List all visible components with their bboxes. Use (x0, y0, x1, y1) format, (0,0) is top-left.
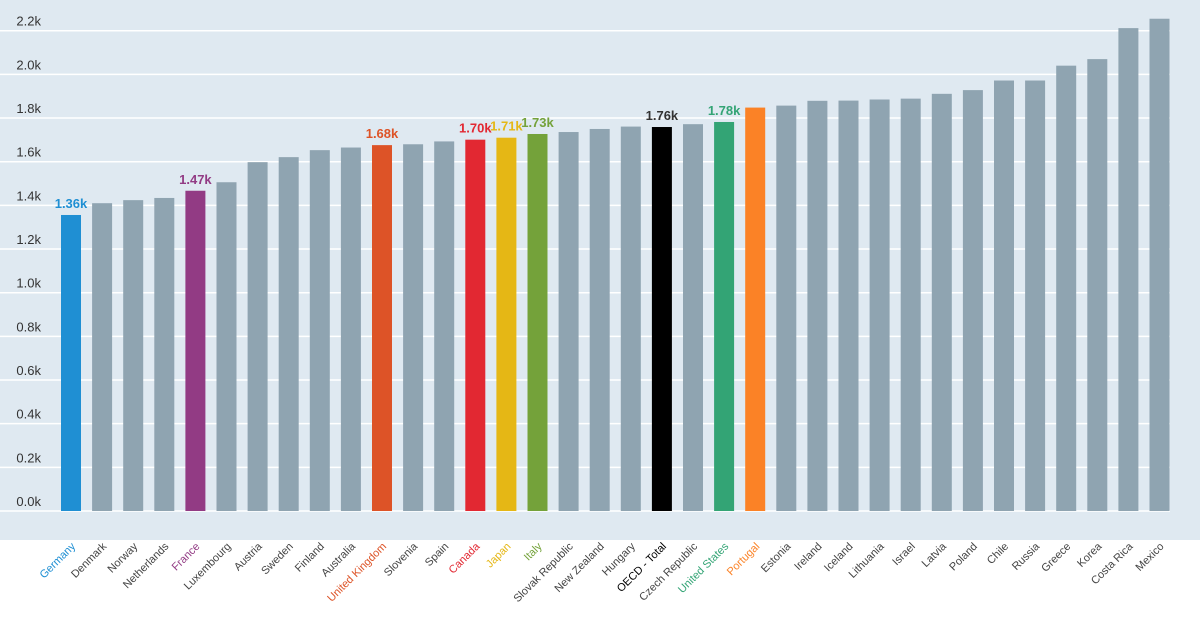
y-tick-label: 0.8k (16, 319, 41, 334)
x-tick-label: Canada (447, 540, 483, 576)
y-tick-label: 1.6k (16, 145, 41, 160)
bar-sweden (278, 157, 299, 512)
x-tick-label: Estonia (759, 540, 794, 575)
x-tick-label: Russia (1010, 540, 1043, 573)
x-tick-label: Portugal (725, 541, 762, 578)
data-label: 1.73k (521, 115, 554, 130)
bar-russia (1025, 80, 1046, 512)
bar-greece (1056, 65, 1077, 511)
y-axis-tick-labels: 0.0k 0.2k 0.4k 0.6k 0.8k 1.0k 1.2k 1.4k 1.6k 1.8k… (16, 14, 41, 509)
data-label: 1.78k (708, 103, 741, 118)
bar-oecd-total (651, 127, 672, 511)
y-tick-label: 2.2k (16, 14, 41, 29)
bar-israel (900, 98, 921, 512)
x-axis-tick-labels: GermanyDenmarkNorwayNetherlandsFranceLux… (38, 540, 1167, 605)
y-tick-label: 0.4k (16, 407, 41, 422)
bar-slovenia (403, 144, 424, 512)
y-tick-label: 0.6k (16, 363, 41, 378)
x-tick-label: Korea (1075, 540, 1105, 570)
x-tick-label: Lithuania (847, 540, 888, 581)
x-tick-label: Slovenia (382, 540, 421, 579)
bar-japan (496, 137, 517, 511)
x-tick-label: Mexico (1133, 541, 1166, 574)
bar-luxembourg (216, 182, 237, 511)
bar-finland (309, 150, 330, 512)
data-label: 1.70k (459, 121, 492, 136)
bar-netherlands (154, 197, 175, 511)
data-label: 1.71k (490, 119, 523, 134)
bar-slovak-republic (558, 132, 579, 512)
bar-norway (123, 200, 144, 511)
bar-austria (247, 162, 268, 511)
x-tick-label: Israel (890, 541, 918, 569)
data-label: 1.36k (55, 196, 88, 211)
bar-spain (434, 141, 455, 512)
bar-mexico (1149, 18, 1170, 512)
x-tick-label: Chile (985, 541, 1011, 567)
bar-chile (994, 80, 1014, 512)
bar-italy (527, 133, 548, 511)
bar-latvia (931, 93, 952, 511)
bar-czech-republic (683, 124, 703, 512)
bar-costa-rica (1118, 28, 1139, 512)
bar-hungary (620, 126, 641, 511)
bar-estonia (776, 105, 797, 512)
bar-united-kingdom (372, 145, 392, 511)
y-tick-label: 1.4k (16, 188, 41, 203)
bar-lithuania (869, 99, 890, 511)
bars (61, 18, 1170, 512)
bar-portugal (745, 107, 766, 511)
x-tick-label: Spain (423, 541, 451, 569)
bar-ireland (807, 100, 828, 511)
y-tick-label: 1.2k (16, 232, 41, 247)
x-tick-label: Latvia (920, 540, 950, 570)
bar-canada (465, 139, 486, 512)
x-tick-label: United Kingdom (325, 541, 389, 605)
bar-korea (1087, 59, 1108, 512)
x-tick-label: Italy (522, 540, 545, 563)
bar-australia (340, 147, 361, 511)
y-tick-label: 1.8k (16, 101, 41, 116)
y-tick-label: 0.2k (16, 450, 41, 465)
bar-denmark (92, 203, 113, 511)
x-tick-label: Japan (484, 541, 514, 571)
data-label: 1.76k (646, 108, 679, 123)
x-tick-label: Sweden (259, 541, 296, 578)
bar-poland (962, 90, 983, 511)
bar-united-states (714, 121, 735, 511)
bar-france (185, 190, 206, 511)
y-tick-label: 0.0k (16, 494, 41, 509)
y-tick-label: 1.0k (16, 276, 41, 291)
bar-iceland (838, 100, 859, 511)
x-tick-label: Ireland (792, 541, 824, 573)
bar-germany (61, 214, 81, 511)
x-tick-label: Poland (947, 541, 980, 574)
data-label: 1.47k (179, 172, 212, 187)
y-tick-label: 2.0k (16, 57, 41, 72)
data-label: 1.68k (366, 126, 399, 141)
bar-new-zealand (589, 128, 610, 511)
x-tick-label: Greece (1039, 541, 1073, 575)
